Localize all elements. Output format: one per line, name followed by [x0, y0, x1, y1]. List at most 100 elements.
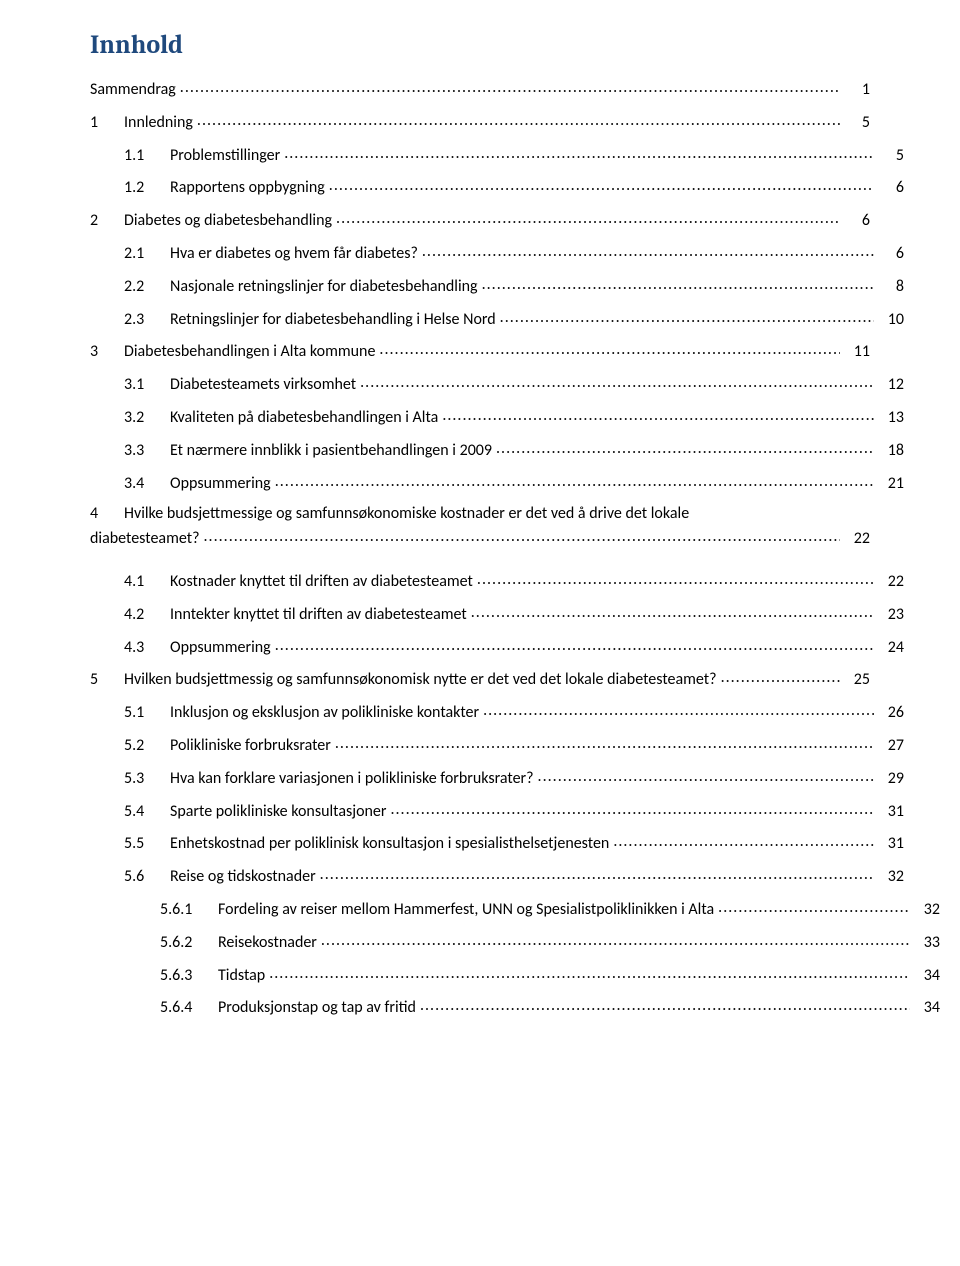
toc-entry-number: 3.1 [124, 375, 170, 396]
toc-entry[interactable]: 2.2Nasjonale retningslinjer for diabetes… [124, 275, 904, 298]
toc-entry-page: 34 [910, 966, 940, 987]
toc-entry[interactable]: 3.2Kvaliteten på diabetesbehandlingen i … [124, 406, 904, 429]
toc-entry[interactable]: 2.3Retningslinjer for diabetesbehandling… [124, 308, 904, 331]
toc-entry-label: Kvaliteten på diabetesbehandlingen i Alt… [170, 408, 442, 429]
toc-entry-label: Inntekter knyttet til driften av diabete… [170, 605, 471, 626]
toc-leader [335, 734, 874, 750]
page-title: Innhold [90, 30, 870, 60]
toc-entry-number: 3.3 [124, 441, 170, 462]
toc-entry[interactable]: 1.1Problemstillinger5 [124, 144, 904, 167]
toc-entry-page: 11 [840, 342, 870, 363]
toc-entry-page: 10 [874, 310, 904, 331]
toc-entry[interactable]: 3.4Oppsummering21 [124, 472, 904, 495]
toc-entry-page: 22 [874, 572, 904, 593]
toc-entry-label: Hva kan forklare variasjonen i poliklini… [170, 769, 538, 790]
toc-leader [204, 527, 841, 543]
toc-entry[interactable]: 1Innledning 5 [90, 111, 870, 134]
toc-leader [321, 931, 910, 947]
toc-entry[interactable]: 5.2Polikliniske forbruksrater27 [124, 734, 904, 757]
toc-entry-page: 6 [840, 211, 870, 232]
toc-entry[interactable]: 5.4Sparte polikliniske konsultasjoner31 [124, 800, 904, 823]
toc-leader [180, 78, 840, 94]
toc-entry[interactable]: 5.3Hva kan forklare variasjonen i polikl… [124, 767, 904, 790]
toc-entry-page: 31 [874, 834, 904, 855]
toc-entry-label-cont: diabetesteamet? [90, 529, 204, 550]
toc-entry-number: 4.3 [124, 638, 170, 659]
toc-entry-number: 5.6.3 [160, 966, 218, 987]
toc-entry-page: 27 [874, 736, 904, 757]
toc-leader [477, 570, 874, 586]
toc-leader [320, 865, 874, 881]
toc-entry[interactable]: 5.6.1Fordeling av reiser mellom Hammerfe… [160, 898, 940, 921]
toc-entry-number: 3.4 [124, 474, 170, 495]
toc-entry-label: Diabetesteamets virksomhet [170, 375, 360, 396]
toc-entry-number: 5.6.2 [160, 933, 218, 954]
toc-entry-label: Fordeling av reiser mellom Hammerfest, U… [218, 900, 718, 921]
toc-entry[interactable]: 3Diabetesbehandlingen i Alta kommune11 [90, 340, 870, 363]
toc-entry[interactable]: 1.2Rapportens oppbygning6 [124, 176, 904, 199]
toc-entry-page: 5 [874, 146, 904, 167]
toc-entry-label: Innledning [124, 113, 197, 134]
toc-entry-label: Problemstillinger [170, 146, 284, 167]
toc-entry-page: 6 [874, 244, 904, 265]
toc-entry-page: 6 [874, 178, 904, 199]
toc-entry[interactable]: 2.1Hva er diabetes og hvem får diabetes?… [124, 242, 904, 265]
toc-entry[interactable]: 2Diabetes og diabetesbehandling6 [90, 209, 870, 232]
toc-entry-number: 2.3 [124, 310, 170, 331]
toc-entry-label: Diabetes og diabetesbehandling [124, 211, 336, 232]
toc-entry-page: 26 [874, 703, 904, 724]
toc-entry-number: 1 [90, 113, 124, 134]
toc-leader [420, 996, 910, 1012]
toc-leader [471, 603, 874, 619]
toc-entry[interactable]: 5.6.2Reisekostnader 33 [160, 931, 940, 954]
toc-entry-page: 8 [874, 277, 904, 298]
toc-entry-page: 1 [840, 80, 870, 101]
toc-leader [721, 668, 840, 684]
document-page: Innhold Sammendrag11Innledning51.1Proble… [0, 0, 960, 1266]
toc-entry[interactable]: 5.1Inklusjon og eksklusjon av poliklinis… [124, 701, 904, 724]
toc-entry[interactable]: 5Hvilken budsjettmessig og samfunnsøkono… [90, 668, 870, 691]
toc-entry[interactable]: 5.6.4Produksjonstap og tap av fritid34 [160, 996, 940, 1019]
toc-entry-number: 3 [90, 342, 124, 363]
toc-entry-label: Reisekostnader [218, 933, 321, 954]
toc-entry[interactable]: 5.5Enhetskostnad per poliklinisk konsult… [124, 832, 904, 855]
toc-entry[interactable]: 4.2Inntekter knyttet til driften av diab… [124, 603, 904, 626]
toc-entry-label: Sparte polikliniske konsultasjoner [170, 802, 390, 823]
toc-leader [329, 176, 874, 192]
toc-entry-number: 5.5 [124, 834, 170, 855]
toc-entry[interactable]: Sammendrag1 [90, 78, 870, 101]
toc-entry-number: 5 [90, 670, 124, 691]
table-of-contents: Sammendrag11Innledning51.1Problemstillin… [90, 78, 870, 1019]
toc-entry-number: 2.2 [124, 277, 170, 298]
toc-leader [422, 242, 874, 258]
toc-entry[interactable]: 4.1Kostnader knyttet til driften av diab… [124, 570, 904, 593]
toc-leader [390, 800, 874, 816]
toc-entry-page: 33 [910, 933, 940, 954]
toc-entry[interactable]: 5.6Reise og tidskostnader32 [124, 865, 904, 888]
toc-entry[interactable]: 4Hvilke budsjettmessige og samfunnsøkono… [90, 504, 870, 560]
toc-entry-label: Produksjonstap og tap av fritid [218, 998, 420, 1019]
toc-entry-number: 5.6.1 [160, 900, 218, 921]
toc-entry-label: Enhetskostnad per poliklinisk konsultasj… [170, 834, 613, 855]
toc-entry-page: 13 [874, 408, 904, 429]
toc-leader [269, 964, 910, 980]
toc-entry-number: 1.2 [124, 178, 170, 199]
toc-leader [275, 472, 874, 488]
toc-entry-page: 31 [874, 802, 904, 823]
toc-entry[interactable]: 5.6.3Tidstap34 [160, 964, 940, 987]
toc-entry-label: Nasjonale retningslinjer for diabetesbeh… [170, 277, 482, 298]
toc-entry-label: Retningslinjer for diabetesbehandling i … [170, 310, 500, 331]
toc-entry-number: 4.2 [124, 605, 170, 626]
toc-entry-label: Oppsummering [170, 474, 275, 495]
toc-entry-number: 5.1 [124, 703, 170, 724]
toc-entry[interactable]: 4.3Oppsummering24 [124, 636, 904, 659]
toc-entry[interactable]: 3.3Et nærmere innblikk i pasientbehandli… [124, 439, 904, 462]
toc-entry-label: Reise og tidskostnader [170, 867, 320, 888]
toc-leader [360, 373, 874, 389]
toc-entry-label: Hvilke budsjettmessige og samfunnsøkonom… [124, 504, 689, 525]
toc-entry-page: 5 [840, 113, 870, 134]
toc-leader [496, 439, 874, 455]
toc-leader [718, 898, 910, 914]
toc-entry[interactable]: 3.1Diabetesteamets virksomhet12 [124, 373, 904, 396]
toc-entry-number: 5.6.4 [160, 998, 218, 1019]
